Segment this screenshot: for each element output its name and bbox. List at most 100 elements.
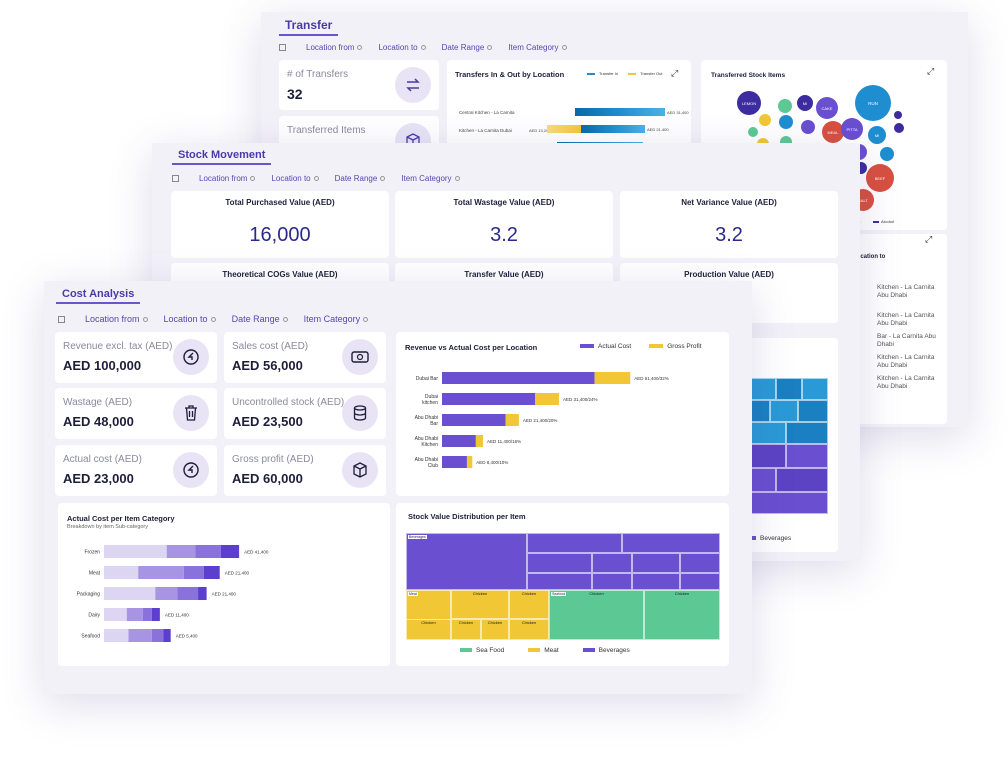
category-label: Abu Dhabi [415, 457, 438, 463]
filter-date-range[interactable]: Date Range [232, 314, 288, 324]
filter-item-category[interactable]: Item Category [401, 174, 460, 183]
category-label: Bar [430, 421, 438, 427]
bar-value: AED 13,200 [529, 128, 551, 133]
bar-value: AED 31,400 [667, 110, 689, 115]
drag-handle-icon[interactable] [58, 315, 65, 323]
category-label: Abu Dhabi [415, 436, 438, 442]
location-list: Kitchen - La Carnita Abu Dhabi Kitchen -… [877, 284, 941, 391]
svg-text:BEEF: BEEF [875, 176, 886, 181]
filter-location-to[interactable]: Location to [271, 174, 319, 183]
bar-segment [183, 566, 204, 579]
kpi-purchased-card: Total Purchased Value (AED) 16,000 [171, 191, 389, 258]
row-label: Kitchen - La Carnita Dubai [459, 128, 512, 133]
kpi-wastage-card: Total Wastage Value (AED) 3.2 [395, 191, 613, 258]
cost-analysis-window: Cost Analysis Location from Location to … [44, 281, 752, 694]
bar-data-label: AED 41,400 [244, 550, 269, 555]
filter-date-range[interactable]: Date Range [335, 174, 386, 183]
svg-text:MI: MI [803, 101, 807, 106]
kpi-label: Gross profit (AED) [232, 454, 314, 465]
bar-actual-cost [442, 414, 506, 426]
bar-segment [203, 566, 220, 579]
bar-data-label: AED 11,400/16% [487, 439, 521, 444]
svg-text:PITTA: PITTA [846, 127, 857, 132]
bar-data-label: AED 21,400 [225, 571, 250, 576]
transfer-filters: Location from Location to Date Range Ite… [279, 43, 567, 52]
distribution-legend: Sea Food Meat Beverages [460, 647, 630, 654]
revenue-chart-card: Revenue vs Actual Cost per Location Actu… [396, 332, 729, 496]
bar-segment [138, 566, 184, 579]
filter-location-from[interactable]: Location from [85, 314, 148, 324]
filter-location-to[interactable]: Location to [378, 43, 426, 52]
expand-icon[interactable]: ⤢ [927, 66, 935, 76]
filter-location-from[interactable]: Location from [306, 43, 363, 52]
svg-text:MI: MI [875, 133, 879, 138]
coin-return-icon [173, 339, 209, 375]
bar-segment [166, 545, 196, 558]
kpi-label: # of Transfers [287, 69, 349, 80]
treemap-cell-beverages [406, 533, 527, 590]
treemap-cell-seafood: Chicken [549, 590, 644, 640]
category-label: Abu Dhabi [415, 415, 438, 421]
distribution-chart-card: Stock Value Distribution per Item Bevera… [396, 503, 729, 666]
kpi-value: AED 100,000 [63, 358, 142, 373]
kpi-label: Total Purchased Value (AED) [225, 198, 335, 207]
bar-gross-profit [475, 435, 483, 447]
filter-item-category[interactable]: Item Category [304, 314, 369, 324]
kpi-label: Net Variance Value (AED) [681, 198, 777, 207]
chart-legend: Actual Cost Gross Profit [580, 343, 702, 350]
drag-handle-icon[interactable] [279, 44, 286, 51]
svg-text:MEAL: MEAL [828, 130, 840, 135]
drag-handle-icon[interactable] [172, 175, 179, 182]
treemap-teal [746, 378, 828, 444]
filter-date-range[interactable]: Date Range [442, 43, 493, 52]
kpi-sales-cost-card: Sales cost (AED) AED 56,000 [224, 332, 386, 383]
bar-actual-cost [442, 435, 476, 447]
kpi-label: Wastage (AED) [63, 397, 133, 408]
bar-gross-profit [535, 393, 559, 405]
coin-return-icon [173, 452, 209, 488]
category-label: Meat [89, 571, 101, 577]
treemap: Beverages Meat Chicken Chicken Chicken C… [406, 533, 720, 640]
bar-value: AED 21,400 [647, 127, 669, 132]
filter-item-category[interactable]: Item Category [508, 43, 567, 52]
list-item: Bar - La Carnita Abu Dhabi [877, 333, 936, 348]
kpi-value: 16,000 [249, 224, 311, 246]
bubble-label: LEMON [742, 101, 756, 106]
legend-gross-profit: Gross Profit [649, 343, 702, 350]
category-chart-card: Actual Cost per Item Category Breakdown … [58, 503, 390, 666]
cash-icon [342, 339, 378, 375]
category-label: Packaging [77, 592, 101, 598]
expand-icon[interactable]: ⤢ [671, 68, 679, 78]
bar-data-label: AED 21,400 [212, 592, 237, 597]
filter-location-to[interactable]: Location to [164, 314, 216, 324]
bar-actual-cost [442, 372, 595, 384]
bar-segment [155, 587, 178, 600]
treemap-label-seafood: Seafood [551, 592, 567, 596]
bar-segment [177, 587, 199, 600]
chart-title: Stock Value Distribution per Item [408, 512, 526, 521]
bar-data-label: AED 5,400 [176, 634, 198, 639]
chart-subtitle: Breakdown by item Sub-category [67, 524, 149, 530]
expand-icon[interactable]: ⤢ [925, 234, 933, 244]
filter-location-from[interactable]: Location from [199, 174, 256, 183]
bar-transfer-out [547, 125, 581, 133]
kpi-label: Uncontrolled stock (AED) [232, 397, 345, 408]
chart-title: Location to [853, 254, 886, 260]
chart-title: Transferred Stock Items [711, 72, 786, 79]
kpi-value: AED 23,000 [63, 471, 134, 486]
chart-title: Actual Cost per Item Category [67, 514, 175, 523]
list-item: Kitchen - La Carnita Abu Dhabi [877, 375, 935, 390]
kpi-wastage-card: Wastage (AED) AED 48,000 [55, 388, 217, 439]
trash-icon [173, 395, 209, 431]
bar-segment [104, 545, 167, 558]
kpi-label: Transfer Value (AED) [464, 270, 544, 279]
kpi-value: AED 48,000 [63, 414, 134, 429]
bar-actual-cost [442, 393, 536, 405]
treemap-purple [746, 444, 828, 514]
bar-data-label: AED 11,400 [165, 613, 189, 618]
treemap-legend: Beverages [746, 535, 791, 542]
bar-segment [128, 629, 152, 642]
category-label: Dubai [425, 394, 438, 400]
kpi-value: AED 56,000 [232, 358, 303, 373]
